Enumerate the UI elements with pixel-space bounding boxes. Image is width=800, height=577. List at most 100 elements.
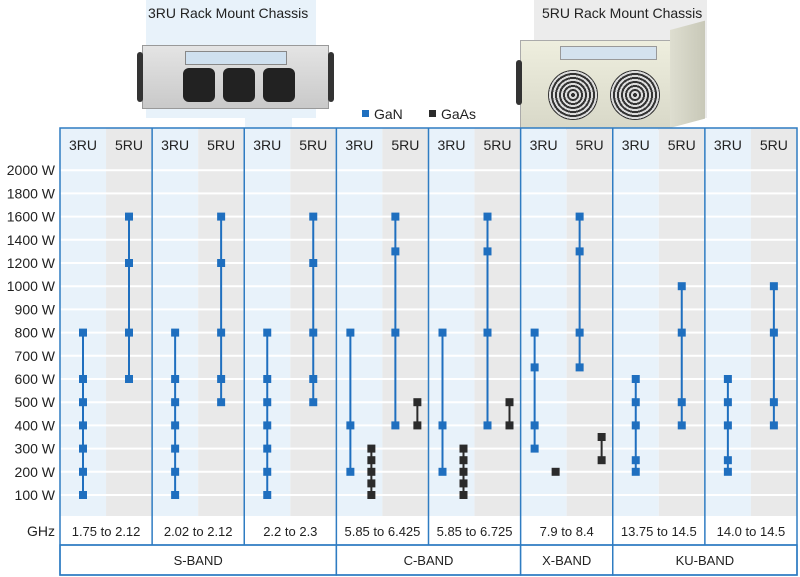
gaas-3ru-point (367, 467, 376, 476)
y-tick-label: 600 W (15, 371, 56, 387)
y-tick-label: 300 W (15, 441, 56, 457)
legend-gaas-label: GaAs (441, 106, 476, 122)
gan-5ru-point (575, 328, 584, 337)
gan-5ru-point (769, 282, 778, 291)
gaas-3ru-point (367, 456, 376, 465)
gaas-3ru-point (459, 479, 468, 488)
gan-3ru-point (631, 421, 640, 430)
gan-5ru-point (309, 375, 318, 383)
gan-3ru-point (171, 421, 180, 430)
freq-label: 5.85 to 6.725 (437, 524, 513, 539)
col-header-3ru: 3RU (253, 137, 281, 153)
gan-3ru-point (530, 421, 539, 430)
freq-cell (244, 516, 337, 545)
gaas-5ru-point (505, 421, 514, 430)
col-header-5ru: 5RU (115, 137, 143, 153)
chart-border (59, 127, 798, 576)
freq-cell (612, 516, 705, 545)
3ru-photo-title: 3RU Rack Mount Chassis (148, 5, 309, 21)
gan-3ru-point (79, 328, 87, 337)
gan-5ru-point (483, 212, 492, 221)
gan-5ru-point (483, 247, 492, 256)
y-tick-label: 2000 W (7, 162, 56, 178)
y-tick-label: 900 W (15, 301, 56, 317)
shade-5ru (474, 128, 521, 516)
gan-3ru-point (631, 467, 640, 476)
gan-3ru-point (79, 444, 87, 453)
y-tick-label: 700 W (15, 348, 56, 364)
gan-3ru-point (79, 421, 87, 430)
col-header-3ru: 3RU (437, 137, 465, 153)
gan-5ru-point (769, 421, 778, 430)
y-tick-label: 1400 W (7, 232, 56, 248)
gan-3ru-point (346, 421, 355, 430)
gaas-3ru-point (459, 467, 468, 476)
freq-label: 1.75 to 2.12 (72, 524, 141, 539)
gan-3ru-point (263, 467, 272, 476)
gan-3ru-point (263, 491, 272, 499)
3ru-chassis-image (137, 45, 334, 109)
y-tick-label: 500 W (15, 394, 56, 410)
gaas-3ru-point (367, 479, 376, 488)
gaas-3ru-point (459, 491, 468, 499)
band-label: C-BAND (404, 553, 454, 568)
gan-5ru-point (217, 259, 226, 267)
freq-cell (152, 516, 245, 545)
y-tick-label: 200 W (15, 464, 56, 480)
gan-3ru-point (263, 375, 272, 383)
gan-3ru-point (723, 421, 732, 430)
gan-5ru-point (309, 328, 318, 337)
shade-3ru (520, 128, 567, 516)
col-header-5ru: 5RU (668, 137, 696, 153)
gan-3ru-point (263, 328, 272, 337)
gaas-3ru-point (367, 444, 376, 453)
col-header-3ru: 3RU (622, 137, 650, 153)
band-label: S-BAND (174, 553, 223, 568)
gan-3ru-point (631, 398, 640, 407)
gan-5ru-point (391, 212, 400, 221)
gan-3ru-point (438, 328, 447, 337)
freq-label: 2.2 to 2.3 (263, 524, 317, 539)
x-axis-label: GHz (27, 523, 55, 539)
col-header-3ru: 3RU (345, 137, 373, 153)
gan-5ru-point (125, 212, 133, 221)
freq-label: 14.0 to 14.5 (717, 524, 786, 539)
gan-3ru-point (438, 421, 447, 430)
freq-label: 2.02 to 2.12 (164, 524, 233, 539)
col-header-5ru: 5RU (576, 137, 604, 153)
gan-5ru-point (217, 375, 226, 383)
gan-3ru-point (263, 398, 272, 407)
y-tick-label: 1200 W (7, 255, 56, 271)
gan-3ru-point (171, 398, 180, 407)
gan-3ru-point (171, 491, 180, 499)
legend-gan-label: GaN (374, 106, 403, 122)
gan-5ru-point (125, 375, 133, 383)
gan-3ru-point (263, 421, 272, 430)
band-label: X-BAND (542, 553, 591, 568)
y-tick-label: 1000 W (7, 278, 56, 294)
gaas-3ru-point (367, 491, 376, 499)
gan-3ru-point (79, 375, 87, 383)
gan-3ru-point (438, 467, 447, 476)
gan-3ru-point (171, 467, 180, 476)
5ru-chassis-image (516, 20, 705, 130)
gan-5ru-point (391, 247, 400, 256)
gaas-5ru-point (597, 456, 606, 465)
gan-5ru-point (217, 328, 226, 337)
band-label: KU-BAND (676, 553, 735, 568)
col-header-3ru: 3RU (161, 137, 189, 153)
legend-gaas-swatch (429, 110, 436, 117)
gaas-5ru-point (505, 398, 514, 407)
shade-3ru (336, 128, 383, 516)
gaas-3ru-point (459, 456, 468, 465)
gan-5ru-point (217, 398, 226, 407)
gan-3ru-point (631, 375, 640, 383)
gaas-3ru-point (551, 467, 560, 476)
gaas-5ru-point (413, 421, 422, 430)
col-header-5ru: 5RU (760, 137, 788, 153)
gan-3ru-point (79, 467, 87, 476)
gan-5ru-point (483, 421, 492, 430)
gan-3ru-point (723, 456, 732, 465)
gan-3ru-point (171, 375, 180, 383)
